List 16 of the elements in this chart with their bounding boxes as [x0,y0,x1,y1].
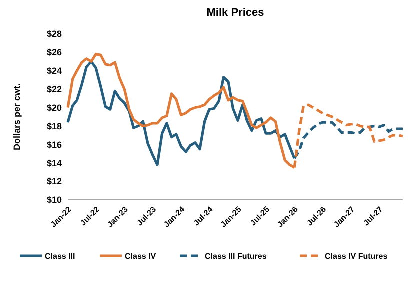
y-tick-label: $28 [46,29,62,40]
y-tick-label: $22 [46,84,62,94]
y-axis-title: Dollars per cwt. [12,83,22,151]
chart-title: Milk Prices [206,7,264,19]
y-tick-label: $18 [46,121,62,132]
y-tick-label: $12 [46,176,62,187]
legend-label: Class III Futures [205,252,268,261]
legend-label: Class III [45,252,76,261]
legend-label: Class IV Futures [325,252,388,261]
legend-label: Class IV [125,252,157,261]
y-tick-label: $16 [46,140,62,150]
y-tick-label: $20 [46,102,62,113]
y-tick-label: $14 [46,158,62,168]
y-tick-label: $10 [46,195,62,206]
y-tick-label: $24 [46,66,62,76]
y-tick-label: $26 [46,48,62,58]
